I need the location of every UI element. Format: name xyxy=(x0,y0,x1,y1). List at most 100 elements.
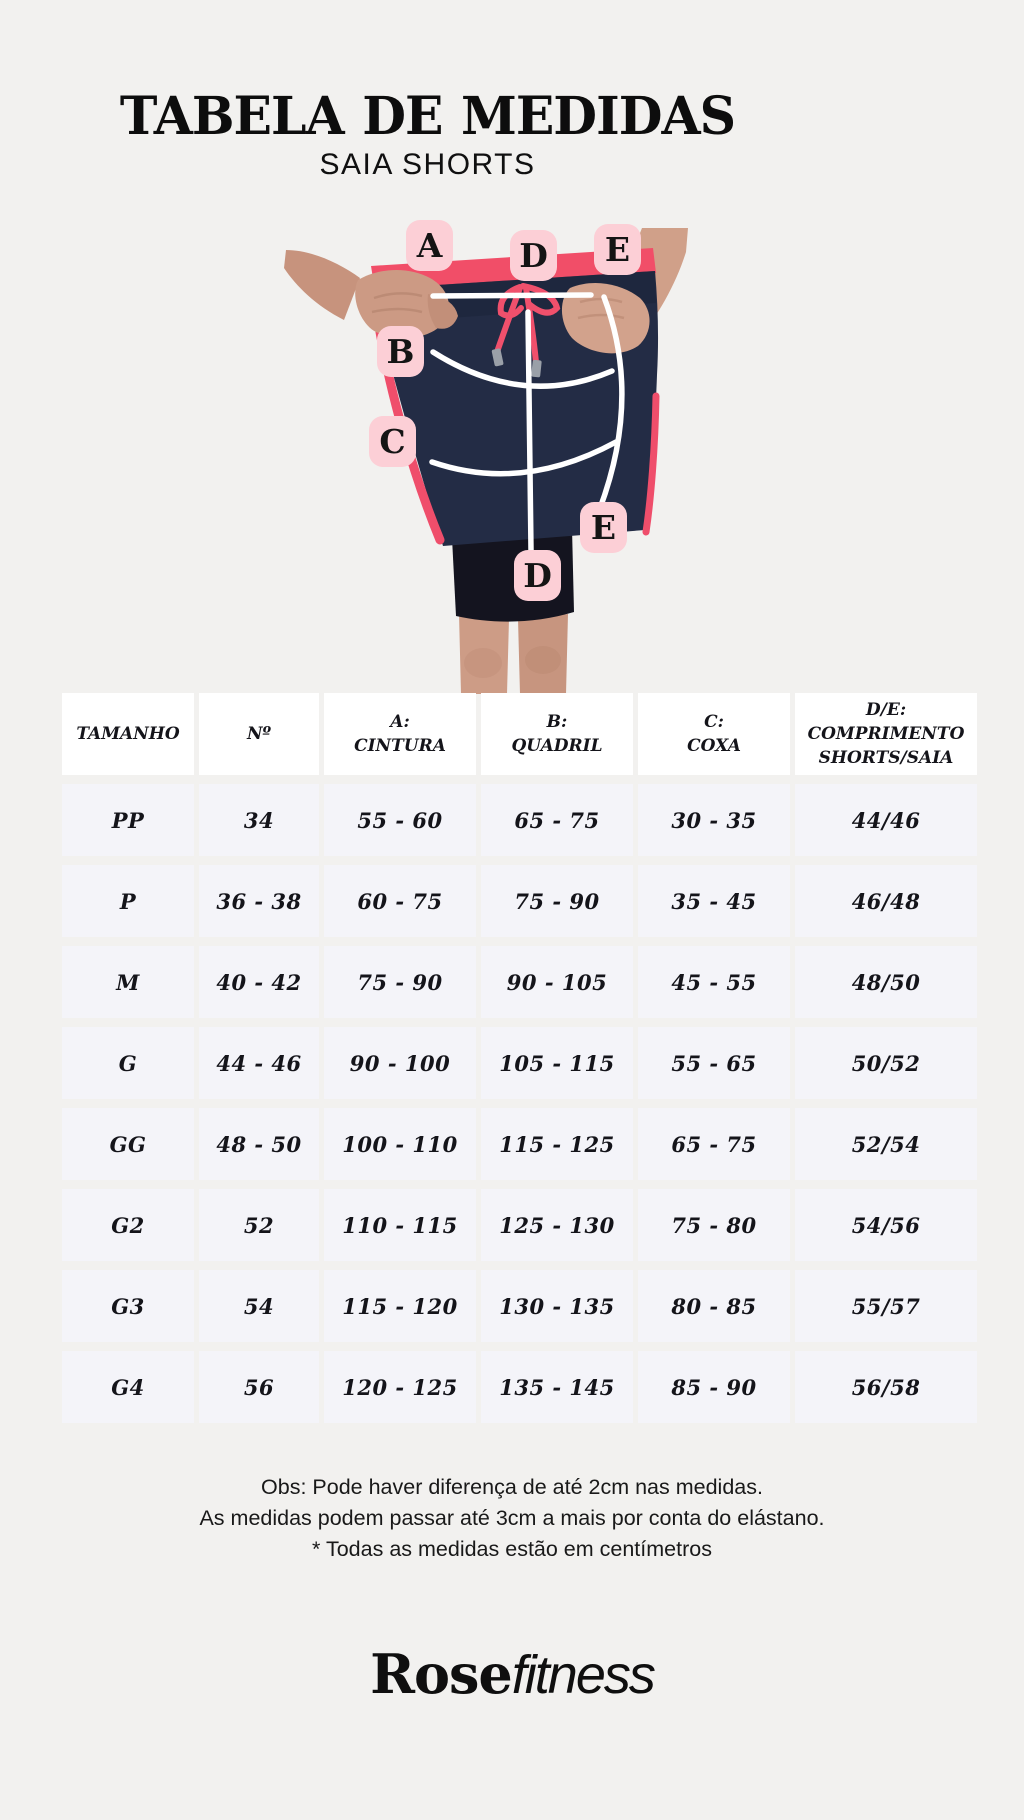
table-cell: 130 - 135 xyxy=(481,1270,633,1342)
measurement-lines xyxy=(429,292,625,553)
column-header-1: Nº xyxy=(199,693,319,775)
table-cell: 115 - 120 xyxy=(324,1270,476,1342)
right-finger-lines xyxy=(577,297,625,320)
table-row: P 36 - 38 60 - 75 75 - 90 35 - 45 46/48 xyxy=(62,865,977,937)
page-subtitle: SAIA SHORTS xyxy=(319,148,536,182)
column-header-4: C: COXA xyxy=(638,693,790,775)
table-cell: 48 - 50 xyxy=(199,1108,319,1180)
table-cell: 44 - 46 xyxy=(199,1027,319,1099)
table-cell: G4 xyxy=(62,1351,194,1423)
table-cell: 55 - 60 xyxy=(324,784,476,856)
measure-label-E-top: E xyxy=(594,224,641,275)
size-table: TAMANHO Nº A: CINTURA B: QUADRIL C: COXA D/E: COM… xyxy=(57,684,982,1432)
measure-label-B: B xyxy=(377,326,424,377)
table-cell: G3 xyxy=(62,1270,194,1342)
table-cell: 56/58 xyxy=(795,1351,977,1423)
table-cell: 46/48 xyxy=(795,865,977,937)
table-row: PP 34 55 - 60 65 - 75 30 - 35 44/46 xyxy=(62,784,977,856)
table-cell: GG xyxy=(62,1108,194,1180)
table-cell: 75 - 90 xyxy=(481,865,633,937)
waist-line-A xyxy=(430,292,594,299)
right-leg xyxy=(518,614,568,694)
note-line: As medidas podem passar até 3cm a mais p… xyxy=(199,1505,825,1530)
page-title: TABELA DE MEDIDAS xyxy=(119,86,736,147)
logo-secondary: fitness xyxy=(511,1645,656,1705)
table-cell: 85 - 90 xyxy=(638,1351,790,1423)
table-cell: PP xyxy=(62,784,194,856)
table-body: PP 34 55 - 60 65 - 75 30 - 35 44/46 P 36 - 38 60… xyxy=(62,784,977,1423)
table-cell: 115 - 125 xyxy=(481,1108,633,1180)
table-row: G 44 - 46 90 - 100 105 - 115 55 - 65 50/52 xyxy=(62,1027,977,1099)
measure-label-C: C xyxy=(369,416,416,467)
table-cell: 135 - 145 xyxy=(481,1351,633,1423)
table-cell: 90 - 100 xyxy=(324,1027,476,1099)
table-cell: 80 - 85 xyxy=(638,1270,790,1342)
table-cell: 100 - 110 xyxy=(324,1108,476,1180)
table-cell: 44/46 xyxy=(795,784,977,856)
length-line-D xyxy=(525,309,534,553)
table-cell: 50/52 xyxy=(795,1027,977,1099)
left-arm xyxy=(284,250,360,320)
table-cell: 60 - 75 xyxy=(324,865,476,937)
table-cell: 45 - 55 xyxy=(638,946,790,1018)
table-row: G2 52 110 - 115 125 - 130 75 - 80 54/56 xyxy=(62,1189,977,1261)
table-cell: 54 xyxy=(199,1270,319,1342)
table-cell: 90 - 105 xyxy=(481,946,633,1018)
skirt-illustration xyxy=(284,228,688,694)
table-cell: 55 - 65 xyxy=(638,1027,790,1099)
table-cell: 48/50 xyxy=(795,946,977,1018)
table-cell: 75 - 90 xyxy=(324,946,476,1018)
side-line-E xyxy=(594,294,625,519)
table-cell: 55/57 xyxy=(795,1270,977,1342)
table-row: M 40 - 42 75 - 90 90 - 105 45 - 55 48/50 xyxy=(62,946,977,1018)
left-hand xyxy=(355,269,449,338)
thigh-line-C xyxy=(429,439,619,477)
table-cell: M xyxy=(62,946,194,1018)
drawstring-aglet xyxy=(491,348,504,367)
drawstring-aglet xyxy=(531,359,542,378)
table-cell: 35 - 45 xyxy=(638,865,790,937)
table-cell: 105 - 115 xyxy=(481,1027,633,1099)
measure-label-E-bottom: E xyxy=(580,502,627,553)
table-cell: 56 xyxy=(199,1351,319,1423)
table-row: G4 56 120 - 125 135 - 145 85 - 90 56/58 xyxy=(62,1351,977,1423)
column-header-5: D/E: COMPRIMENTO SHORTS/SAIA xyxy=(795,693,977,775)
column-header-3: B: QUADRIL xyxy=(481,693,633,775)
logo-primary: Rose xyxy=(370,1642,513,1706)
left-thumb xyxy=(427,294,458,329)
table-cell: P xyxy=(62,865,194,937)
table-cell: 75 - 80 xyxy=(638,1189,790,1261)
column-header-0: TAMANHO xyxy=(62,693,194,775)
note-line: * Todas as medidas estão em centímetros xyxy=(312,1536,712,1561)
header-block: TABELA DE MEDIDAS SAIA SHORTS xyxy=(0,86,855,182)
measure-label-A: A xyxy=(406,220,453,271)
table-cell: 30 - 35 xyxy=(638,784,790,856)
note-line: Obs: Pode haver diferença de até 2cm nas… xyxy=(261,1475,763,1499)
table-cell: 65 - 75 xyxy=(481,784,633,856)
measure-label-D-top: D xyxy=(510,230,557,281)
column-header-2: A: CINTURA xyxy=(324,693,476,775)
notes-block: Obs: Pode haver diferença de até 2cm nas… xyxy=(0,1472,1024,1565)
knee-shade xyxy=(525,646,561,674)
left-leg xyxy=(459,614,509,694)
brand-logo: Rosefitness xyxy=(0,1642,1024,1706)
table-header-row: TAMANHO Nº A: CINTURA B: QUADRIL C: COXA D/E: COM… xyxy=(62,693,977,775)
table-cell: G xyxy=(62,1027,194,1099)
right-side-stripe xyxy=(642,392,660,536)
table-cell: 52 xyxy=(199,1189,319,1261)
hip-line-B xyxy=(430,349,615,389)
knee-shade xyxy=(464,648,502,678)
table-cell: 36 - 38 xyxy=(199,865,319,937)
table-cell: 110 - 115 xyxy=(324,1189,476,1261)
table-cell: G2 xyxy=(62,1189,194,1261)
table-cell: 125 - 130 xyxy=(481,1189,633,1261)
measure-label-D-bottom: D xyxy=(514,550,561,601)
table-cell: 40 - 42 xyxy=(199,946,319,1018)
table-row: G3 54 115 - 120 130 - 135 80 - 85 55/57 xyxy=(62,1270,977,1342)
table-cell: 120 - 125 xyxy=(324,1351,476,1423)
table-cell: 54/56 xyxy=(795,1189,977,1261)
table-cell: 52/54 xyxy=(795,1108,977,1180)
table-cell: 34 xyxy=(199,784,319,856)
table-cell: 65 - 75 xyxy=(638,1108,790,1180)
